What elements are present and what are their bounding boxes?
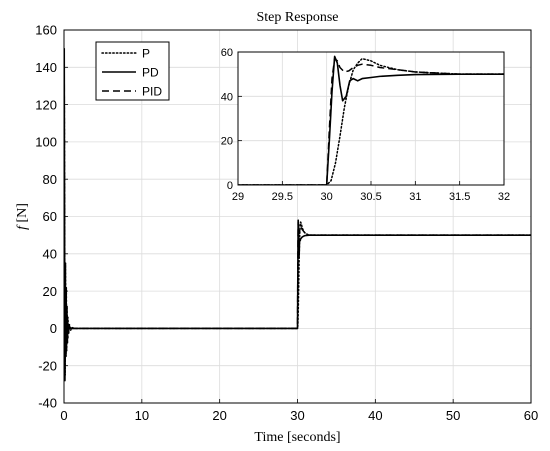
main-y-tick-label: 0	[50, 321, 57, 336]
main-y-tick-label: 120	[35, 97, 57, 112]
main-y-tick-label: 160	[35, 23, 57, 38]
main-y-tick-label: -20	[38, 358, 57, 373]
inset-y-ticks: 0 20 40 60	[221, 47, 242, 192]
legend-p-label: P	[142, 47, 150, 61]
inset-x-tick-label: 30.5	[360, 191, 381, 203]
inset-series-group	[238, 55, 504, 185]
main-x-tick-label: 60	[524, 408, 538, 423]
inset-series-pd-line	[238, 55, 504, 185]
main-x-ticks: 0 10 20 30 40 50 60	[60, 399, 538, 423]
main-y-tick-label: 40	[43, 246, 57, 261]
x-axis-label: Time [seconds]	[254, 430, 340, 445]
main-y-tick-label: 60	[43, 209, 57, 224]
y-axis-label-symbol: f	[15, 224, 30, 230]
inset-series-pid-line	[238, 57, 504, 185]
main-y-tick-label: 80	[43, 172, 57, 187]
inset-x-tick-label: 32	[498, 191, 510, 203]
main-x-tick-label: 40	[368, 408, 382, 423]
inset-y-tick-label: 60	[221, 47, 233, 59]
inset-x-tick-label: 31.5	[449, 191, 470, 203]
main-series-group	[64, 47, 531, 382]
legend-pd-label: PD	[142, 66, 159, 80]
inset-x-tick-label: 29	[232, 191, 244, 203]
main-y-ticks: -40 -20 0 20 40 60 80 100 120 140 160	[35, 23, 68, 411]
inset-plot-area: 29 29.5 30 30.5 31 31.5 32 0 20 40 60	[221, 47, 510, 203]
chart-title: Step Response	[256, 10, 338, 25]
y-axis-label: f [N]	[15, 203, 30, 230]
main-y-tick-label: -40	[38, 396, 57, 411]
main-x-tick-label: 0	[60, 408, 67, 423]
inset-x-tick-label: 31	[409, 191, 421, 203]
legend-pid-label: PID	[142, 85, 162, 99]
inset-x-ticks: 29 29.5 30 30.5 31 31.5 32	[232, 181, 510, 203]
main-x-tick-label: 10	[135, 408, 149, 423]
main-x-tick-label: 20	[212, 408, 226, 423]
inset-y-tick-label: 20	[221, 136, 233, 148]
main-x-tick-label: 50	[446, 408, 460, 423]
legend: P PD PID	[95, 41, 170, 101]
legend-entries: P PD PID	[101, 47, 162, 99]
y-axis-label-unit: [N]	[15, 203, 30, 226]
inset-y-tick-label: 0	[227, 180, 233, 192]
main-y-tick-label: 20	[43, 284, 57, 299]
inset-x-tick-label: 29.5	[272, 191, 293, 203]
inset-y-tick-label: 40	[221, 91, 233, 103]
main-x-tick-label: 30	[290, 408, 304, 423]
main-y-tick-label: 140	[35, 60, 57, 75]
main-y-tick-label: 100	[35, 135, 57, 150]
inset-x-tick-label: 30	[321, 191, 333, 203]
